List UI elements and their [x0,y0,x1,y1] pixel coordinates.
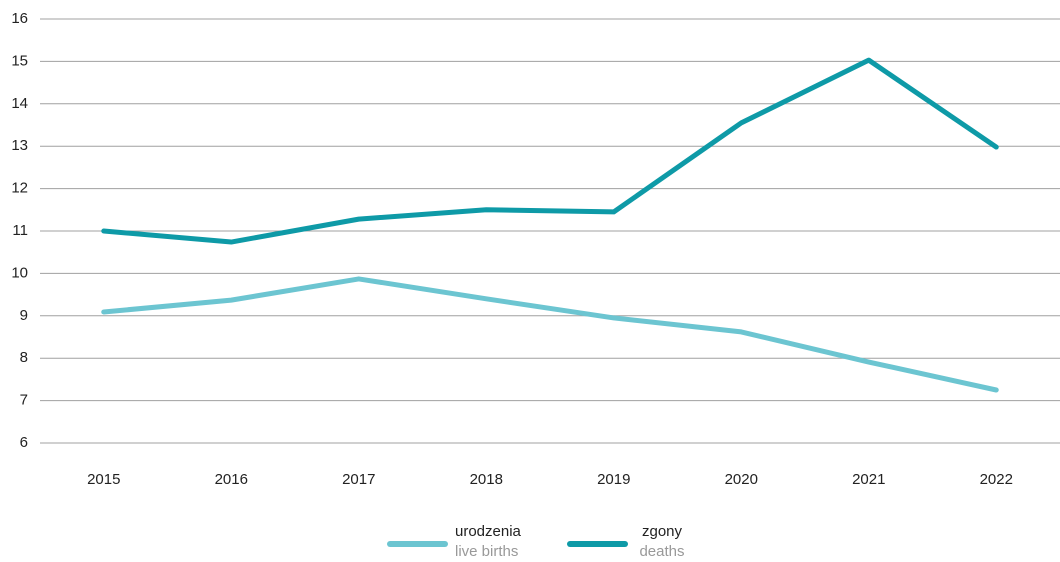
y-tick-label: 10 [11,264,28,281]
x-tick-label: 2015 [87,471,120,488]
legend-label: urodzenia [455,523,522,540]
x-tick-label: 2022 [980,471,1013,488]
y-tick-label: 13 [11,137,28,154]
y-tick-label: 14 [11,95,28,112]
legend-label-en: live births [455,543,518,560]
x-tick-label: 2018 [470,471,503,488]
x-tick-label: 2016 [215,471,248,488]
line-series [101,276,999,393]
y-tick-label: 11 [12,222,28,239]
x-tick-label: 2017 [342,471,375,488]
line-series [101,57,999,245]
y-tick-label: 6 [20,434,28,451]
y-tick-label: 15 [11,52,28,69]
y-tick-label: 7 [20,392,28,409]
x-tick-label: 2020 [725,471,758,488]
y-tick-label: 12 [11,180,28,197]
y-tick-label: 16 [11,10,28,27]
x-tick-label: 2019 [597,471,630,488]
y-tick-label: 9 [20,307,28,324]
y-tick-label: 8 [20,349,28,366]
legend-label: zgony [642,523,683,540]
legend-label-en: deaths [639,543,684,560]
x-tick-label: 2021 [852,471,885,488]
